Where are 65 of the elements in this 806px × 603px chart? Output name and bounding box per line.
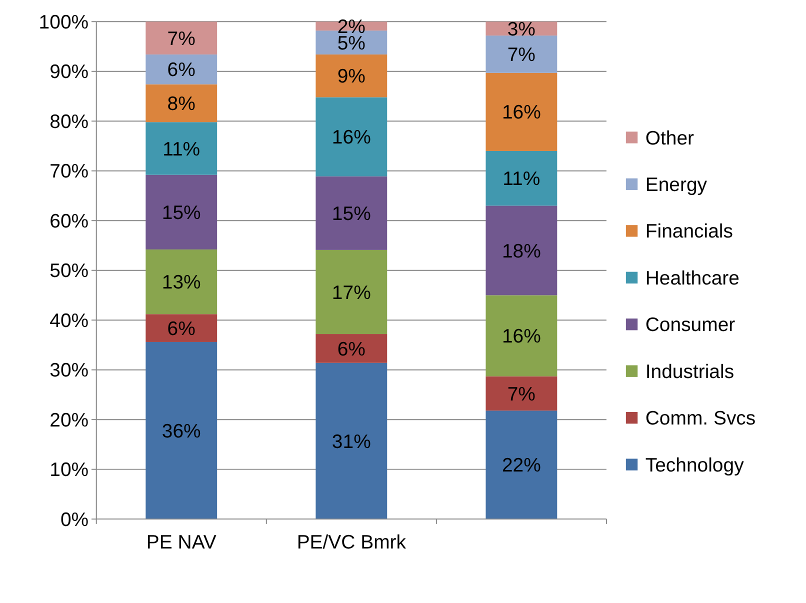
- y-tick-label: 100%: [38, 11, 89, 34]
- data-label: 16%: [332, 126, 371, 149]
- bar: [146, 22, 218, 54]
- bar: [486, 295, 558, 376]
- bar: [486, 36, 558, 73]
- data-label: 36%: [162, 420, 201, 442]
- y-tick-label: 80%: [50, 110, 89, 133]
- data-label: 13%: [162, 272, 201, 294]
- data-label: 22%: [502, 454, 541, 477]
- bar: [146, 174, 218, 250]
- legend-label: Industrials: [645, 360, 734, 383]
- data-label: 17%: [332, 282, 371, 304]
- x-tick-label: PE NAV: [146, 531, 216, 554]
- bar: [486, 410, 558, 520]
- bar: [486, 376, 558, 411]
- data-label: 16%: [502, 326, 541, 348]
- bar: [316, 176, 388, 250]
- data-label: 3%: [507, 18, 536, 40]
- data-label: 6%: [337, 338, 366, 360]
- data-label: 6%: [167, 318, 196, 340]
- y-tick-label: 0%: [60, 508, 89, 531]
- bar: [486, 150, 558, 206]
- data-label: 15%: [162, 202, 201, 224]
- legend-label: Technology: [645, 454, 744, 476]
- bar: [146, 314, 218, 342]
- data-label: 6%: [167, 59, 196, 82]
- bar: [316, 54, 388, 98]
- y-tick-label: 10%: [50, 459, 89, 482]
- x-tick-label: PE/VC Bmrk: [296, 531, 406, 554]
- data-label: 16%: [502, 102, 541, 124]
- data-label: 31%: [332, 430, 371, 453]
- data-label: 5%: [337, 32, 366, 54]
- legend-label: Other: [645, 127, 695, 150]
- data-label: 9%: [337, 66, 366, 88]
- data-label: 11%: [502, 168, 540, 190]
- bar: [316, 334, 388, 363]
- y-tick-label: 50%: [50, 260, 89, 282]
- y-tick-label: 90%: [50, 61, 89, 84]
- legend-label: Healthcare: [645, 267, 740, 290]
- data-label: 8%: [167, 93, 196, 116]
- data-label: 7%: [507, 44, 536, 66]
- bar: [486, 72, 558, 151]
- bar: [316, 250, 388, 334]
- data-label: 11%: [162, 138, 200, 160]
- y-tick-label: 60%: [50, 210, 89, 232]
- data-label: 18%: [502, 240, 541, 262]
- bar: [146, 342, 218, 520]
- y-tick-label: 40%: [50, 310, 89, 332]
- bar: [146, 122, 218, 175]
- bar: [486, 206, 558, 296]
- bar: [316, 362, 388, 520]
- y-tick-label: 20%: [50, 409, 89, 432]
- bar: [146, 249, 218, 314]
- data-label: 7%: [167, 28, 196, 50]
- legend-label: Energy: [645, 174, 708, 196]
- bar: [146, 54, 218, 84]
- legend-label: Financials: [645, 220, 734, 243]
- data-label: 7%: [507, 383, 536, 406]
- legend-label: Consumer: [645, 314, 736, 336]
- y-tick-label: 70%: [50, 160, 89, 183]
- legend-label: Comm. Svcs: [645, 408, 756, 430]
- y-tick-label: 30%: [50, 360, 89, 382]
- bar: [316, 97, 388, 176]
- bar: [146, 84, 218, 122]
- data-label: 15%: [332, 202, 371, 225]
